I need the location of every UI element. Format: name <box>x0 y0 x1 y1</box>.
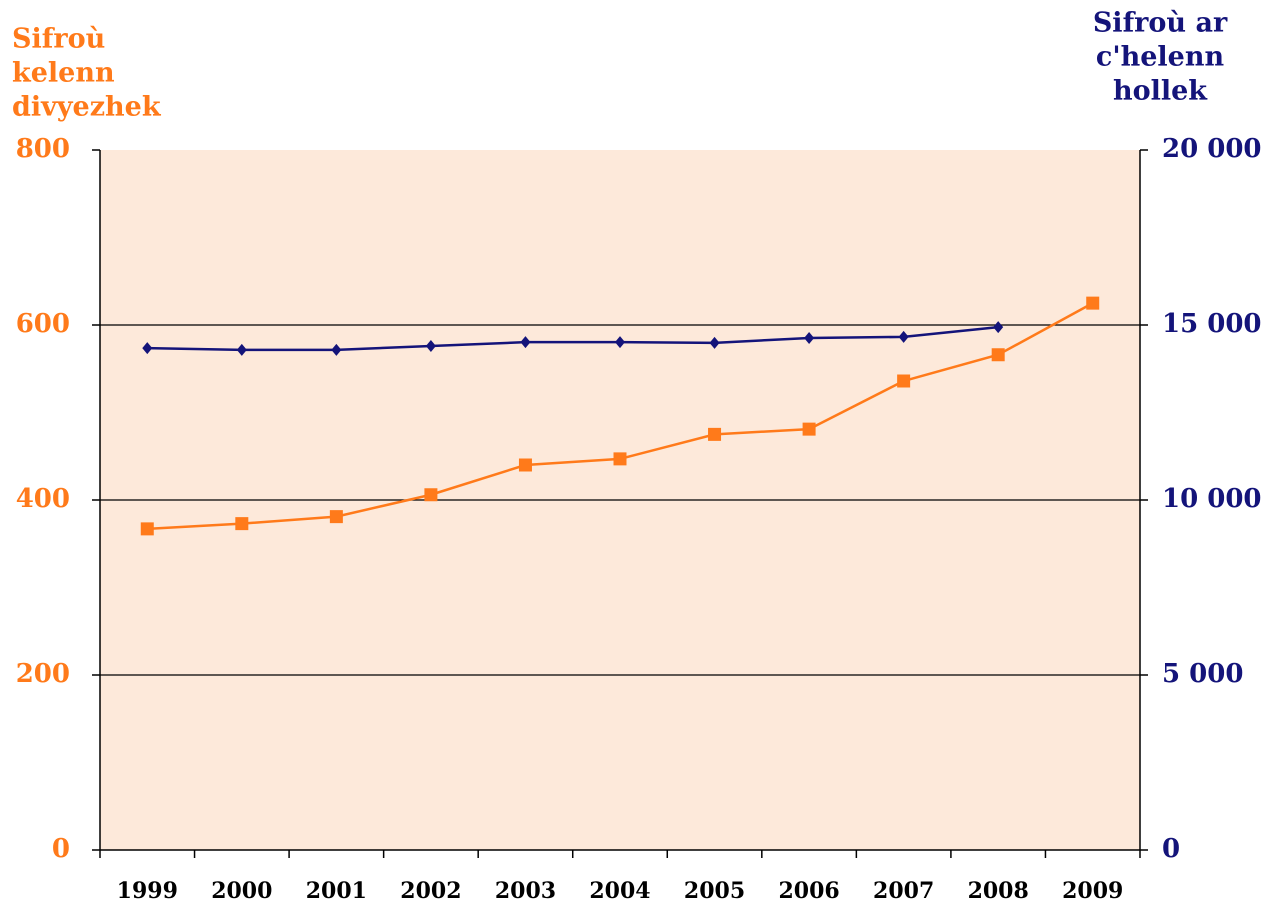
marker <box>993 321 1004 334</box>
y-axis-title: kelenn <box>12 58 115 89</box>
y-tick-label: 600 <box>16 309 70 339</box>
marker <box>140 522 154 536</box>
y-axis-title: divyezhek <box>12 92 162 123</box>
marker <box>897 374 911 388</box>
marker <box>425 340 436 352</box>
x-tick-label: 2009 <box>1062 878 1123 904</box>
y2-tick-label: 20 000 <box>1162 134 1262 164</box>
marker <box>329 510 343 524</box>
y-tick-label: 200 <box>16 659 70 689</box>
x-tick-label: 2002 <box>400 878 461 904</box>
series-line <box>147 325 999 352</box>
x-tick-label: 2001 <box>306 878 367 904</box>
marker <box>802 422 816 436</box>
marker <box>142 342 153 355</box>
x-tick-label: 2007 <box>873 878 934 904</box>
y2-tick-label: 15 000 <box>1162 309 1262 339</box>
marker <box>424 488 438 502</box>
y-tick-label: 800 <box>16 134 70 164</box>
marker <box>518 458 532 472</box>
y-axis-title: Sifroù <box>12 24 105 55</box>
y2-tick-label: 10 000 <box>1162 484 1262 514</box>
marker <box>991 348 1005 362</box>
x-tick-label: 2005 <box>684 878 745 904</box>
marker <box>331 343 342 356</box>
x-tick-label: 2003 <box>495 878 556 904</box>
x-tick-label: 2008 <box>968 878 1029 904</box>
x-tick-label: 2004 <box>589 878 650 904</box>
y2-axis-title: Sifroù ar <box>1093 8 1228 39</box>
marker <box>235 517 249 531</box>
x-tick-label: 2006 <box>778 878 839 904</box>
y2-tick-label: 5 000 <box>1162 659 1243 689</box>
marker <box>236 343 247 356</box>
marker <box>804 331 815 344</box>
marker <box>898 330 909 343</box>
marker <box>613 452 627 466</box>
marker <box>1086 296 1100 310</box>
y2-axis-title: hollek <box>1113 76 1208 107</box>
y-tick-label: 400 <box>16 484 70 514</box>
y2-tick-label: 0 <box>1162 834 1180 864</box>
marker <box>708 427 722 441</box>
marker <box>520 336 531 349</box>
x-tick-label: 2000 <box>211 878 272 904</box>
marker <box>615 336 625 349</box>
y2-axis-title: c'helenn <box>1096 42 1225 73</box>
x-tick-label: 1999 <box>117 878 178 904</box>
y-tick-label: 0 <box>52 834 70 864</box>
marker <box>709 336 720 349</box>
